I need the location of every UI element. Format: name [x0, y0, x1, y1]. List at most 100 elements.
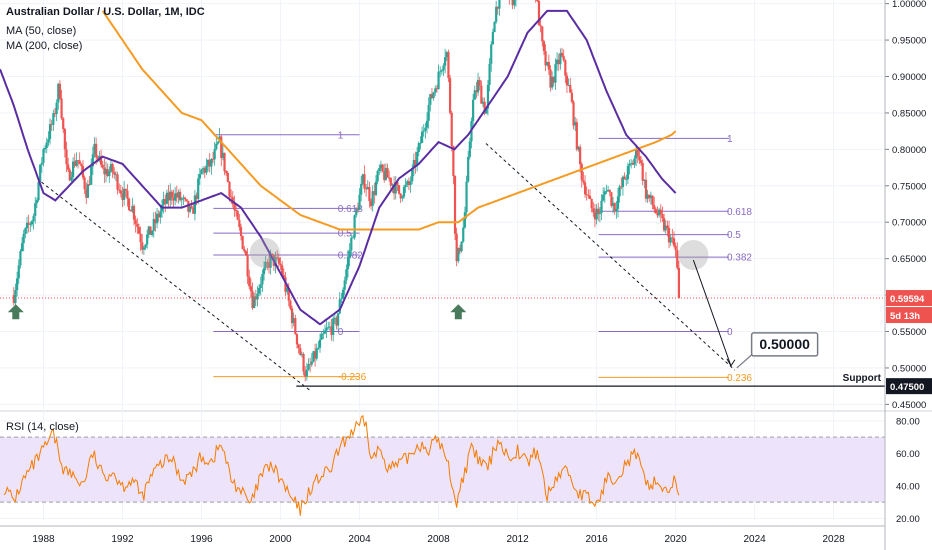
- candle-body: [666, 225, 669, 228]
- support-price-tag: 0.47500: [890, 382, 924, 393]
- candle-body: [557, 59, 560, 65]
- candle-body: [600, 200, 603, 213]
- candle-body: [407, 181, 411, 186]
- projection-arrow: [692, 259, 732, 366]
- candle-body: [434, 88, 437, 93]
- candle-body: [312, 351, 315, 362]
- candle-body: [19, 251, 22, 266]
- candle-body: [636, 149, 639, 157]
- candle-body: [546, 61, 549, 66]
- candle-body: [579, 146, 582, 165]
- candle-body: [244, 251, 248, 256]
- candle-body: [256, 293, 259, 300]
- candle-body: [174, 193, 177, 201]
- candle-body: [180, 198, 183, 201]
- candle-body: [430, 94, 434, 99]
- candle-body: [300, 353, 304, 355]
- candle-body: [633, 158, 636, 165]
- candle-body: [147, 226, 150, 235]
- candle-body: [618, 186, 621, 197]
- candle-body: [547, 61, 550, 70]
- fib-label: 1: [338, 130, 344, 141]
- candle-body: [48, 124, 52, 140]
- candle-body: [343, 280, 346, 290]
- candle-body: [190, 206, 193, 208]
- candle-body: [588, 195, 592, 199]
- candle-body: [40, 162, 43, 165]
- candle-body: [233, 204, 236, 211]
- fib-label: 0.618: [727, 207, 752, 218]
- candle-body: [44, 147, 47, 150]
- candle-body: [577, 146, 580, 150]
- candle-body: [460, 241, 463, 252]
- candle-body: [266, 262, 269, 263]
- candle-body: [623, 176, 626, 180]
- candle-body: [411, 167, 414, 182]
- candle-body: [368, 187, 371, 202]
- candle-body: [200, 169, 203, 175]
- candle-body: [611, 202, 615, 206]
- candle-body: [137, 227, 141, 234]
- candle-body: [414, 159, 417, 166]
- candle-body: [481, 101, 485, 104]
- candle-body: [208, 159, 211, 167]
- candle-body: [274, 257, 277, 266]
- candle-body: [249, 286, 252, 292]
- candle-body: [644, 179, 648, 199]
- candle-body: [559, 52, 562, 65]
- candle-body: [330, 326, 333, 336]
- candle-body: [269, 253, 272, 268]
- candle-body: [146, 234, 149, 245]
- candle-body: [669, 237, 672, 243]
- candle-body: [621, 176, 625, 188]
- y-tick-label: 0.90000: [892, 72, 926, 83]
- candle-body: [183, 197, 187, 200]
- rsi-tick-label: 20.00: [896, 514, 920, 525]
- candle-body: [574, 122, 577, 126]
- candle-body: [124, 188, 127, 191]
- candle-body: [417, 143, 420, 153]
- candle-body: [70, 177, 73, 181]
- candle-body: [658, 209, 661, 216]
- candle-body: [595, 208, 598, 220]
- fib-label: 0.382: [727, 253, 752, 264]
- ma200-legend: MA (200, close): [6, 40, 83, 52]
- candle-body: [253, 296, 256, 309]
- candle-body: [420, 131, 424, 144]
- candle-body: [468, 141, 471, 157]
- candle-body: [554, 64, 557, 83]
- candle-body: [615, 208, 618, 212]
- candle-body: [139, 233, 142, 243]
- candle-body: [198, 174, 201, 179]
- y-tick-label: 0.70000: [892, 218, 926, 229]
- candle-body: [309, 364, 312, 366]
- rsi-line: [3, 414, 680, 516]
- candle-body: [123, 188, 126, 200]
- candle-body: [170, 191, 173, 198]
- candle-body: [332, 318, 335, 336]
- candle-body: [108, 171, 111, 177]
- candle-body: [378, 168, 381, 172]
- candle-body: [472, 99, 475, 121]
- candle-body: [638, 156, 641, 161]
- candle-body: [353, 215, 356, 238]
- candle-body: [80, 164, 83, 167]
- candle-body: [444, 57, 447, 66]
- candle-body: [144, 244, 147, 248]
- fib-label: 0: [727, 327, 733, 338]
- candle-body: [674, 245, 677, 250]
- candle-body: [104, 169, 108, 175]
- x-tick-label: 2020: [664, 534, 687, 545]
- candle-body: [121, 193, 124, 200]
- candle-body: [226, 172, 229, 182]
- candle-body: [203, 168, 206, 173]
- candle-body: [486, 84, 490, 109]
- candle-body: [205, 165, 208, 173]
- candle-body: [289, 300, 292, 309]
- candle-body: [241, 236, 244, 249]
- candle-body: [178, 191, 182, 201]
- candle-body: [282, 275, 285, 278]
- candle-body: [661, 214, 664, 219]
